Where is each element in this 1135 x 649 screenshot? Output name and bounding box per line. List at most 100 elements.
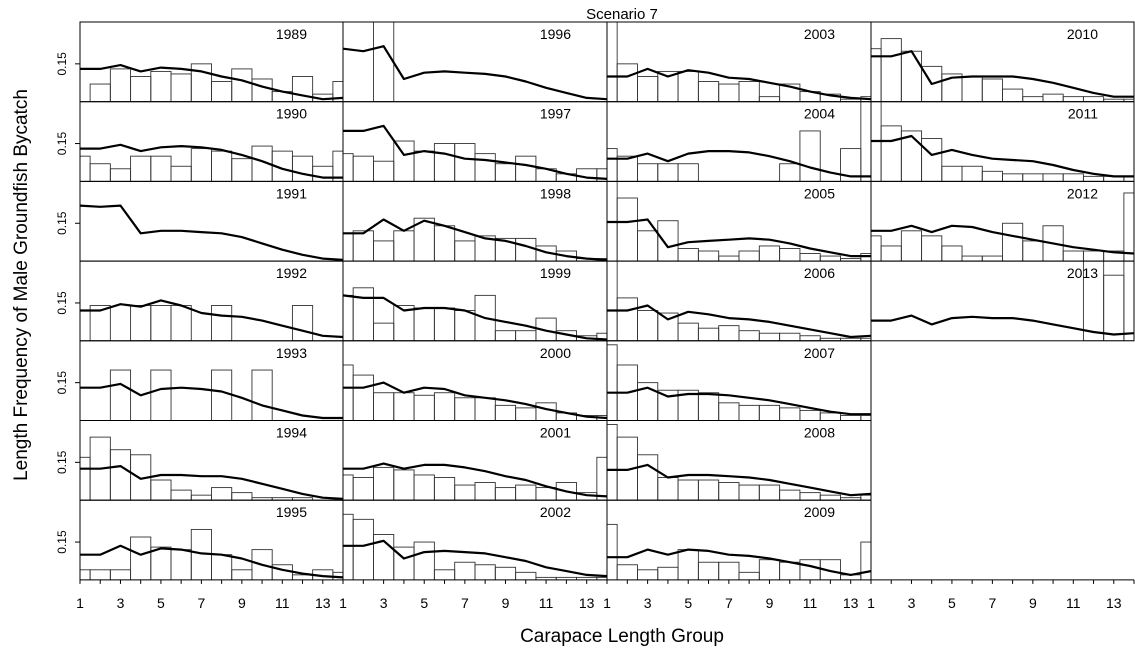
observed-bar [607,523,618,580]
panel-2001: 2001 [342,420,608,501]
observed-bar [373,160,395,182]
observed-bar [170,73,192,102]
predicted-line-2001 [343,462,607,498]
observed-bar [1062,96,1084,102]
observed-bars-1996 [373,22,395,102]
observed-bar [738,484,760,501]
observed-bars-2011 [871,101,1134,182]
panel-2011: 2011 [870,101,1135,182]
panel-year-label: 1999 [540,265,571,281]
observed-bar [779,163,801,182]
observed-bar [352,374,374,421]
observed-bar [961,76,983,102]
observed-bars-2003 [607,22,871,102]
observed-bar [373,240,395,262]
observed-bar [697,479,720,501]
observed-bar [799,130,821,182]
x-tick-label: 1 [867,595,875,611]
observed-bar [1123,261,1134,341]
panel-1997: 1997 [342,101,608,182]
observed-bar [860,253,871,262]
observed-bar [1123,192,1134,262]
observed-bar [393,140,415,182]
observed-bar [981,170,1003,182]
panel-1996: 1996 [342,21,608,103]
observed-bar [80,569,91,580]
observed-bar [871,235,882,262]
observed-bar [413,307,435,341]
panel-year-label: 2009 [804,504,835,520]
observed-bar [607,181,618,262]
predicted-line-2009 [607,548,871,577]
x-tick-label: 11 [1066,595,1081,611]
panel-1990: 1990 0.15 [55,101,344,182]
observed-bar [291,155,314,182]
observed-bar [433,477,456,501]
x-tick-label: 1 [76,595,84,611]
observed-bar [819,412,841,421]
observed-bar [211,487,233,501]
panel-year-label: 1996 [540,26,571,42]
observed-bars-2012 [871,192,1134,262]
observed-bars-2002 [343,513,607,580]
panel-year-label: 2002 [540,504,571,520]
observed-bar [860,541,871,580]
x-tick-label: 9 [502,595,510,611]
observed-bar [190,148,212,182]
observed-bar [657,566,679,580]
observed-bar [211,150,233,182]
observed-bar [738,330,760,341]
observed-bar [474,397,496,421]
observed-bar [677,322,699,341]
observed-bar [150,70,172,102]
observed-bar [291,497,314,501]
predicted-line-2004 [607,150,871,178]
observed-bar [474,294,496,341]
observed-bar [981,78,1003,102]
observed-bar [343,153,354,182]
observed-bar [921,138,943,182]
panel-2003: 2003 [606,21,872,103]
panel-year-label: 2003 [804,26,835,42]
observed-bar [373,322,395,341]
observed-bar [1022,96,1044,102]
observed-bar [1002,88,1024,102]
observed-bar [352,287,374,341]
observed-bar [677,549,699,580]
observed-bar [170,489,192,501]
observed-bar [454,143,476,182]
x-tick-label: 3 [644,595,652,611]
observed-bar [393,392,415,421]
observed-bar [433,307,456,341]
observed-bar [607,261,618,341]
observed-bar [130,76,152,102]
x-axis-label: Carapace Length Group [520,626,724,647]
observed-bar [799,409,821,421]
observed-bar [150,479,172,501]
observed-bar [860,415,871,421]
observed-bar [454,240,476,262]
predicted-line-2012 [871,224,1134,255]
observed-bar [494,163,517,182]
observed-bar [170,549,192,580]
observed-bar [413,394,435,421]
panel-1991: 1991 0.15 [55,180,344,262]
observed-bar [1082,96,1105,102]
observed-bar [291,574,314,580]
observed-bar [718,325,740,341]
observed-bar [211,554,233,580]
observed-bar [474,482,496,501]
observed-bar [880,245,902,262]
panel-1998: 1998 [342,180,608,262]
panel-year-label: 1994 [276,425,307,441]
predicted-line-2002 [343,539,607,578]
empty-panel-area [870,340,1134,581]
observed-bar [1042,225,1064,262]
x-tick-label: 5 [420,595,428,611]
x-tick-label: 5 [684,595,692,611]
observed-bar [1082,175,1105,182]
observed-bar [758,96,781,102]
observed-bar [433,569,456,580]
panel-year-label: 2013 [1067,265,1098,281]
